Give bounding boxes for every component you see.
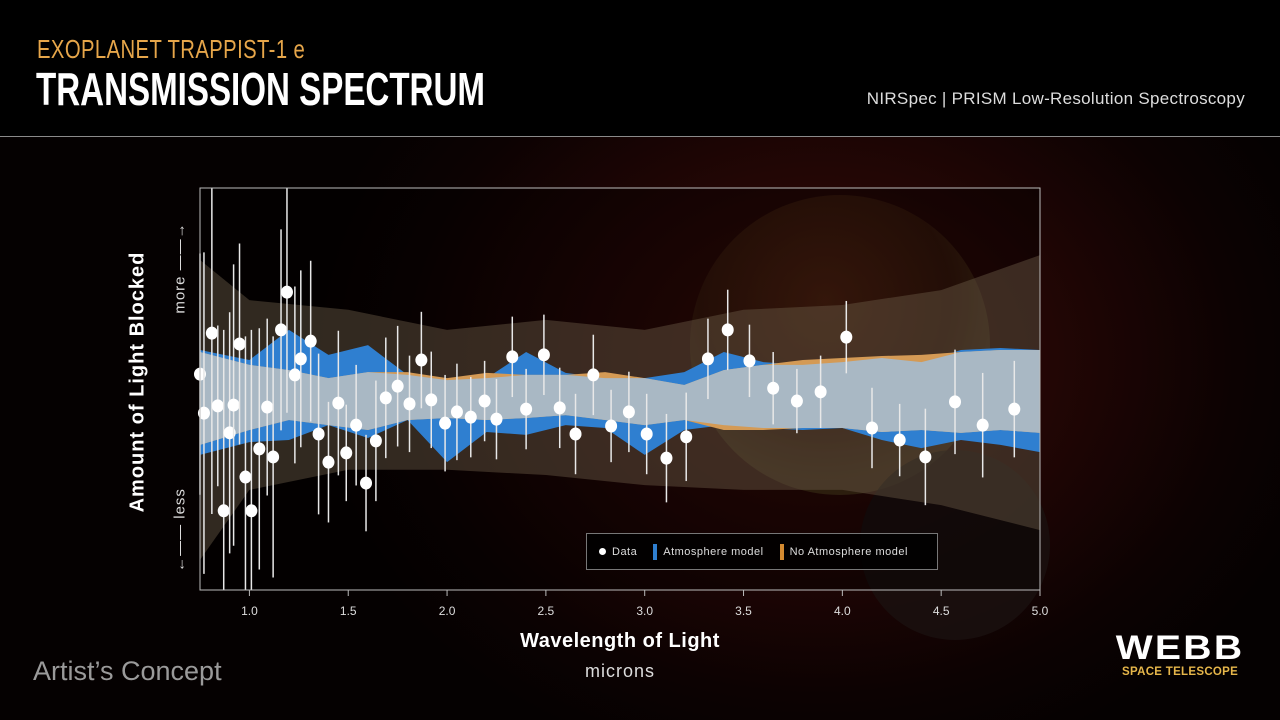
planet-shadow-illustration [860, 450, 1050, 640]
data-point [490, 412, 503, 426]
page-title: TRANSMISSION SPECTRUM [36, 63, 485, 115]
model-overlap-band [200, 350, 1040, 445]
x-tick-label: 3.0 [636, 604, 653, 618]
data-point [814, 385, 827, 399]
data-point [261, 400, 274, 414]
data-point [304, 334, 317, 348]
no-atmosphere-swatch-icon [779, 543, 784, 560]
data-point [721, 323, 734, 337]
header: EXOPLANET TRAPPIST-1 e TRANSMISSION SPEC… [0, 0, 1280, 137]
subtitle: EXOPLANET TRAPPIST-1 e [37, 34, 306, 64]
data-point [605, 419, 618, 433]
data-point [450, 405, 463, 419]
data-point [478, 394, 491, 408]
data-point [239, 470, 252, 484]
data-point [622, 405, 635, 419]
x-axis-units: microns [584, 661, 655, 681]
data-point [640, 427, 653, 441]
data-point [253, 442, 266, 456]
artist-concept-label: Artist’s Concept [33, 656, 222, 686]
legend-data-label: Data [612, 545, 638, 558]
data-point [949, 395, 962, 409]
data-point [537, 348, 550, 362]
data-point [350, 418, 363, 432]
y-more-label: more ——→ [172, 222, 189, 313]
data-point [790, 394, 803, 408]
less-text: less [171, 488, 189, 519]
data-point [553, 401, 566, 415]
data-point [866, 421, 878, 435]
arrow-down-icon: ←—— [171, 523, 189, 572]
data-point [701, 352, 714, 366]
logo-main: WEBB [1115, 629, 1245, 667]
logo-sub: SPACE TELESCOPE [1122, 666, 1239, 678]
data-point [569, 427, 582, 441]
data-point [245, 504, 258, 518]
x-tick-label: 3.5 [735, 604, 752, 618]
data-point [767, 381, 780, 395]
data-point [233, 337, 246, 351]
data-point [332, 396, 345, 410]
data-point [211, 399, 224, 413]
data-point [312, 427, 325, 441]
data-dot-icon [599, 548, 606, 555]
x-tick-label: 5.0 [1032, 604, 1049, 618]
legend-data: Data [599, 546, 637, 558]
x-tick-label: 4.0 [834, 604, 851, 618]
data-point [506, 350, 519, 364]
data-point [743, 354, 756, 368]
data-point [340, 446, 353, 460]
data-point [322, 455, 335, 469]
data-point [267, 450, 280, 464]
data-point [223, 426, 236, 440]
data-point [391, 379, 404, 393]
more-text: more [171, 275, 189, 314]
data-point [893, 433, 906, 447]
data-point [840, 330, 853, 344]
x-tick-label: 2.0 [439, 604, 456, 618]
x-tick-label: 1.0 [241, 604, 258, 618]
data-point [425, 393, 438, 407]
data-point [369, 434, 382, 448]
data-point [439, 416, 452, 430]
data-point [680, 430, 693, 444]
data-point [217, 504, 230, 518]
atmosphere-swatch-icon [653, 543, 658, 560]
data-point [976, 418, 989, 432]
y-less-label: ←—— less [172, 488, 189, 572]
legend-atmosphere-label: Atmosphere model [663, 545, 764, 558]
data-point [275, 323, 288, 337]
data-point [360, 476, 373, 490]
data-point [415, 353, 428, 367]
data-point [379, 391, 392, 405]
y-axis-label: Amount of Light Blocked [126, 251, 149, 513]
x-tick-label: 4.5 [933, 604, 950, 618]
arrow-up-icon: ——→ [171, 222, 189, 271]
data-point [464, 410, 477, 424]
webb-logo: WEBB SPACE TELESCOPE [1116, 631, 1242, 678]
legend: Data Atmosphere model No Atmosphere mode… [586, 533, 938, 570]
data-point [280, 285, 293, 299]
data-point [288, 368, 301, 382]
x-tick-label: 2.5 [538, 604, 555, 618]
legend-atmosphere: Atmosphere model [653, 543, 764, 560]
x-tick-label: 1.5 [340, 604, 357, 618]
legend-no-atmosphere: No Atmosphere model [779, 543, 908, 560]
legend-no-atmosphere-label: No Atmosphere model [789, 545, 908, 558]
data-point [205, 326, 218, 340]
data-point [294, 352, 307, 366]
x-axis-label: Wavelength of Light [520, 630, 720, 652]
data-point [403, 397, 416, 411]
data-point [1008, 402, 1021, 416]
data-point [919, 450, 932, 464]
data-point [520, 402, 533, 416]
data-point [587, 368, 600, 382]
plot-frame [199, 187, 1041, 591]
data-point [197, 406, 210, 420]
data-point [227, 398, 240, 412]
data-point [660, 451, 673, 465]
instrument-label: NIRSpec | PRISM Low-Resolution Spectrosc… [866, 89, 1245, 108]
